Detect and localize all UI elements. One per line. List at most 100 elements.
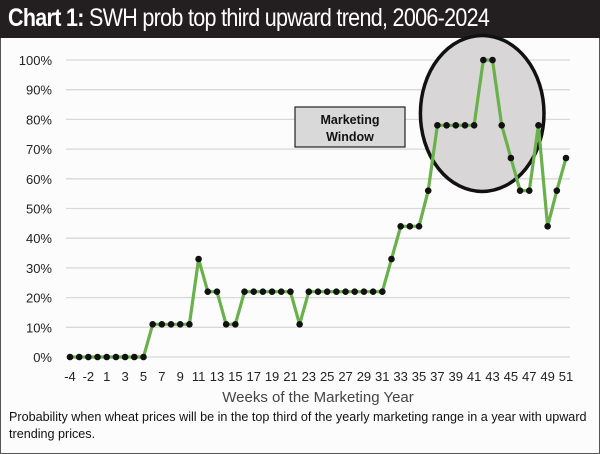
y-tick-label: 10% [26, 320, 52, 335]
y-tick-label: 100% [19, 53, 53, 68]
x-tick-label: 23 [302, 369, 316, 384]
data-point [369, 288, 377, 295]
data-point [452, 122, 460, 129]
data-point [140, 353, 147, 361]
x-tick-label: 39 [449, 369, 463, 384]
chart-caption: Probability when wheat prices will be in… [9, 410, 587, 441]
data-point [75, 353, 83, 361]
series-markers [66, 56, 570, 361]
data-point [296, 321, 303, 328]
x-tick-label: 25 [320, 369, 334, 384]
y-tick-label: 70% [26, 142, 52, 157]
x-tick-label: -4 [64, 369, 76, 384]
x-tick-label: 41 [467, 369, 481, 384]
data-point [268, 288, 276, 295]
data-point [277, 288, 285, 295]
x-tick-label: 15 [228, 369, 242, 384]
x-tick-label: 35 [412, 369, 426, 384]
annotation-line2: Window [326, 130, 374, 144]
data-point [388, 255, 395, 263]
data-point [498, 122, 506, 129]
x-tick-label: 13 [210, 369, 224, 384]
data-point [158, 321, 166, 328]
x-axis-ticks: -4 -2 1 3 5 7 9 11 13 15 17 19 21 23 25 27 29 31 33 35 37 39 4… [64, 369, 573, 384]
y-tick-label: 80% [26, 112, 52, 127]
data-point [85, 353, 92, 361]
data-point [535, 122, 542, 129]
chart-title-bar: Chart 1: SWH prob top third upward trend… [0, 0, 600, 38]
x-tick-label: 29 [357, 369, 371, 384]
data-point [443, 122, 450, 129]
data-point [195, 255, 202, 263]
data-point [149, 321, 156, 328]
y-tick-label: 30% [26, 261, 52, 276]
data-point [130, 353, 138, 361]
data-point [516, 187, 524, 194]
data-point [397, 223, 404, 230]
x-tick-label: 37 [430, 369, 444, 384]
data-point [186, 321, 193, 328]
data-point [204, 288, 212, 295]
data-point [434, 122, 441, 129]
data-point [470, 122, 478, 129]
marketing-window-box: Marketing Window [294, 106, 406, 148]
x-tick-label: 11 [192, 369, 206, 384]
x-tick-label: 51 [559, 369, 573, 384]
data-point [553, 187, 561, 194]
x-tick-label: 49 [540, 369, 554, 384]
marketing-window-highlight [418, 33, 546, 194]
data-point [333, 288, 340, 295]
data-point [507, 154, 515, 162]
x-tick-label: 27 [338, 369, 352, 384]
data-point [66, 353, 74, 361]
data-point [314, 288, 322, 295]
data-point [461, 122, 469, 129]
data-point [259, 288, 267, 295]
x-tick-label: 7 [158, 369, 165, 384]
y-tick-label: 50% [26, 202, 52, 217]
x-tick-label: 5 [140, 369, 147, 384]
data-point [121, 353, 129, 361]
data-point [342, 288, 349, 295]
x-tick-label: 43 [485, 369, 499, 384]
data-point [489, 56, 496, 64]
data-point [415, 223, 423, 230]
data-point [406, 223, 414, 230]
data-point [544, 223, 551, 230]
data-point [103, 353, 111, 361]
y-tick-label: 60% [26, 172, 52, 187]
data-point [360, 288, 368, 295]
x-tick-label: 31 [375, 369, 389, 384]
chart-title: Chart 1: SWH prob top third upward trend… [8, 4, 490, 33]
x-tick-label: -2 [83, 369, 95, 384]
data-point [112, 353, 120, 361]
x-tick-label: 19 [265, 369, 279, 384]
x-tick-label: 47 [522, 369, 536, 384]
data-point [250, 288, 258, 295]
x-tick-label: 45 [504, 369, 518, 384]
data-point [232, 321, 239, 328]
y-tick-label: 0% [33, 350, 52, 365]
x-tick-label: 21 [283, 369, 297, 384]
y-tick-label: 40% [26, 231, 52, 246]
y-axis-ticks: 0% 10% 20% 30% 40% 50% 60% 70% 80% 90% 100% [19, 53, 53, 365]
data-point [176, 321, 184, 328]
x-tick-label: 9 [177, 369, 184, 384]
data-point [562, 154, 570, 162]
data-point [378, 288, 386, 295]
data-point [351, 288, 359, 295]
x-tick-label: 3 [121, 369, 128, 384]
x-axis-label: Weeks of the Marketing Year [222, 389, 414, 406]
data-point [305, 288, 313, 295]
chart-title-text: SWH prob top third upward trend, 2006-20… [89, 4, 490, 32]
data-point [525, 187, 533, 194]
data-point [424, 187, 432, 194]
y-tick-label: 90% [26, 83, 52, 98]
annotation-line1: Marketing [320, 113, 379, 127]
data-point [94, 353, 101, 361]
data-point [167, 321, 175, 328]
chart-label: Chart 1: [8, 4, 84, 32]
data-point [323, 288, 331, 295]
x-tick-label: 1 [103, 369, 110, 384]
